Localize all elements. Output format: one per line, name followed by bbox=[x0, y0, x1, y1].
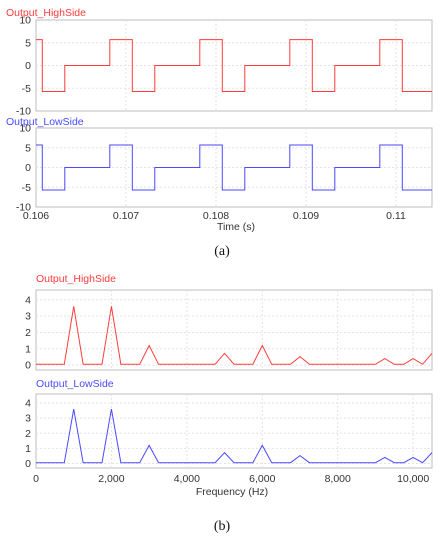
panel-b-subplot-1-ytick-label: 1 bbox=[25, 343, 31, 355]
panel-b-series-2-label: Output_LowSide bbox=[36, 378, 114, 390]
panel-a-subplot-1-ytick-label: -10 bbox=[16, 106, 31, 118]
panel-b-subplot-2-ytick-label: 1 bbox=[25, 443, 31, 455]
panel-a-subplot-1-ytick-label: 5 bbox=[25, 37, 31, 49]
panel-a-xtick-label: 0.108 bbox=[203, 210, 229, 222]
panel-b-subplot-2-ytick-label: 0 bbox=[25, 458, 31, 470]
panel-b-subplot-2-frame bbox=[35, 393, 433, 469]
panel-b-subplot-1-ytick-label: 3 bbox=[25, 311, 31, 323]
panel-b-xtick-label: 0 bbox=[33, 473, 39, 485]
panel-a-subplot-1-ytick-label: 0 bbox=[25, 60, 31, 72]
panel-a-subplot-1-ytick-label: -5 bbox=[22, 83, 31, 95]
panel-a-subplot-2-ytick-label: 0 bbox=[25, 162, 31, 174]
panel-b-series-1-label: Output_HighSide bbox=[36, 273, 116, 285]
panel-a-caption: (a) bbox=[214, 244, 230, 259]
panel-b-xtick-label: 2,000 bbox=[98, 473, 124, 485]
panel-a-subplot-1-ytick-label: 10 bbox=[19, 15, 31, 27]
panel-a-xtick-label: 0.11 bbox=[386, 210, 406, 222]
panel-b-subplot-2-ytick-label: 4 bbox=[25, 398, 31, 410]
panel-a-xtick-label: 0.109 bbox=[293, 210, 319, 222]
panel-a-xtick-label: 0.107 bbox=[113, 210, 139, 222]
panel-b: Output_HighSide Output_LowSide 4 3 2 1 0 4 3 2 1… bbox=[25, 273, 433, 534]
panel-b-subplot-1-ytick-label: 0 bbox=[25, 360, 31, 372]
panel-b-xtick-label: 10,000 bbox=[397, 473, 429, 485]
panel-b-subplot-2-ytick-label: 2 bbox=[25, 428, 31, 440]
panel-b-subplot-1-ytick-label: 4 bbox=[25, 294, 31, 306]
panel-a-subplot-2-ytick-label: 10 bbox=[19, 123, 31, 135]
panel-a-series-2-label: Output_LowSide bbox=[6, 116, 84, 128]
panel-a-subplot-1-series-line bbox=[36, 39, 432, 92]
panel-b-x-axis-title: Frequency (Hz) bbox=[196, 486, 268, 498]
panel-b-subplot-2-series-line bbox=[36, 409, 433, 464]
panel-b-subplot-1-frame bbox=[35, 289, 433, 371]
panel-a-subplot-2-ytick-label: 5 bbox=[25, 142, 31, 154]
panel-b-subplot-1-series-line bbox=[36, 306, 433, 365]
panel-a-series-1-label: Output_HighSide bbox=[6, 7, 86, 19]
panel-a-subplot-2-ytick-label: -5 bbox=[22, 182, 31, 194]
panel-a: Output_HighSide Output_LowSide 10 5 0 -5 -10… bbox=[6, 7, 433, 259]
panel-b-xtick-label: 6,000 bbox=[249, 473, 275, 485]
panel-b-subplot-1-ytick-label: 2 bbox=[25, 327, 31, 339]
panel-b-xtick-label: 8,000 bbox=[325, 473, 351, 485]
panel-a-subplot-2-ytick-label: -10 bbox=[16, 202, 31, 214]
panel-a-subplot-2-series-line bbox=[36, 144, 432, 191]
panel-a-x-axis-title: Time (s) bbox=[217, 221, 255, 233]
panel-a-xtick-label: 0.106 bbox=[23, 210, 49, 222]
panel-b-subplot-2-ytick-label: 3 bbox=[25, 413, 31, 425]
panel-b-xtick-label: 4,000 bbox=[174, 473, 200, 485]
panel-b-caption: (b) bbox=[214, 519, 231, 534]
